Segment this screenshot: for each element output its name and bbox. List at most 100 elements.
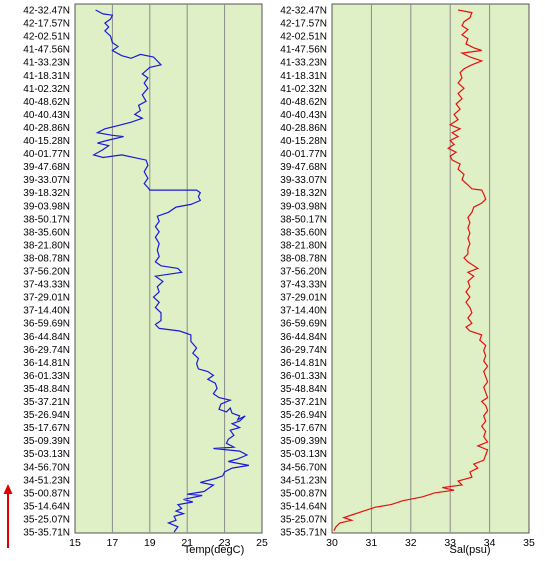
temperature-x-tick-label: 21	[181, 537, 193, 549]
temperature-y-tick-label: 35-48.84N	[23, 384, 70, 395]
temperature-y-tick-label: 41-33.23N	[23, 58, 70, 69]
temperature-y-tick-label: 37-56.20N	[23, 267, 70, 278]
temperature-y-tick-label: 39-18.32N	[23, 188, 70, 199]
salinity-y-tick-label: 38-35.60N	[280, 227, 327, 238]
salinity-y-tick-label: 34-51.23N	[280, 475, 327, 486]
temperature-y-tick-label: 36-44.84N	[23, 332, 70, 343]
salinity-x-tick-label: 33	[444, 537, 456, 549]
temperature-y-tick-label: 38-21.80N	[23, 240, 70, 251]
salinity-plot-area	[331, 3, 530, 534]
salinity-y-tick-label: 40-28.86N	[280, 123, 327, 134]
temperature-profile-panel: 42-32.47N 42-17.57N 42-02.51N 41-47.56N 41-3…	[23, 3, 268, 556]
salinity-y-tick-label: 35-48.84N	[280, 384, 327, 395]
temperature-y-tick-label: 36-01.33N	[23, 371, 70, 382]
temperature-x-tick-labels: 15 17 19 21 23 25	[69, 537, 268, 549]
temperature-y-tick-label: 39-47.68N	[23, 162, 70, 173]
salinity-y-tick-label: 41-18.31N	[280, 71, 327, 82]
salinity-series-line	[333, 9, 489, 531]
salinity-y-tick-label: 36-29.74N	[280, 345, 327, 356]
salinity-y-tick-label: 35-03.13N	[280, 449, 327, 460]
temperature-gridlines	[111, 4, 226, 533]
salinity-x-tick-label: 32	[405, 537, 417, 549]
temperature-y-tick-label: 35-17.67N	[23, 423, 70, 434]
salinity-y-tick-label: 35-25.07N	[280, 514, 327, 525]
temperature-y-tick-label: 40-40.43N	[23, 110, 70, 121]
temperature-y-tick-label: 38-08.78N	[23, 253, 70, 264]
temperature-y-tick-label: 37-43.33N	[23, 280, 70, 291]
salinity-y-tick-label: 35-14.64N	[280, 501, 327, 512]
salinity-y-tick-label: 40-40.43N	[280, 110, 327, 121]
temperature-y-tick-label: 39-33.07N	[23, 175, 70, 186]
temperature-y-tick-label: 34-56.70N	[23, 462, 70, 473]
temperature-y-tick-label: 37-14.40N	[23, 306, 70, 317]
temperature-series-line	[92, 9, 250, 533]
salinity-x-tick-label: 31	[366, 537, 378, 549]
salinity-y-tick-labels: 42-32.47N 42-17.57N 42-02.51N 41-47.56N 41-3…	[280, 6, 327, 539]
salinity-y-tick-label: 35-17.67N	[280, 423, 327, 434]
salinity-y-tick-label: 36-59.69N	[280, 319, 327, 330]
salinity-y-tick-label: 41-02.32N	[280, 84, 327, 95]
temperature-y-tick-label: 35-14.64N	[23, 501, 70, 512]
temperature-y-tick-label: 35-00.87N	[23, 488, 70, 499]
salinity-y-tick-label: 37-43.33N	[280, 280, 327, 291]
salinity-y-tick-label: 39-18.32N	[280, 188, 327, 199]
temperature-y-tick-label: 37-29.01N	[23, 293, 70, 304]
temperature-y-tick-label: 35-35.71N	[23, 528, 70, 539]
salinity-x-axis-label: Sal(psu)	[450, 544, 491, 556]
temperature-y-tick-label: 40-15.28N	[23, 136, 70, 147]
salinity-y-tick-label: 40-48.62N	[280, 97, 327, 108]
temperature-y-tick-label: 34-51.23N	[23, 475, 70, 486]
temperature-y-tick-label: 40-28.86N	[23, 123, 70, 134]
temperature-x-tick-label: 15	[69, 537, 81, 549]
temperature-y-tick-label: 42-17.57N	[23, 19, 70, 30]
temperature-y-tick-label: 36-59.69N	[23, 319, 70, 330]
salinity-y-tick-label: 35-37.21N	[280, 397, 327, 408]
salinity-y-tick-label: 36-01.33N	[280, 371, 327, 382]
temperature-y-tick-label: 41-18.31N	[23, 71, 70, 82]
salinity-y-tick-label: 41-47.56N	[280, 45, 327, 56]
salinity-y-tick-label: 42-32.47N	[280, 6, 327, 17]
salinity-y-tick-label: 37-29.01N	[280, 293, 327, 304]
temperature-y-tick-label: 42-32.47N	[23, 6, 70, 17]
salinity-y-tick-label: 38-50.17N	[280, 214, 327, 225]
temperature-y-tick-label: 35-09.39N	[23, 436, 70, 447]
salinity-y-tick-label: 38-21.80N	[280, 240, 327, 251]
salinity-y-tick-label: 39-47.68N	[280, 162, 327, 173]
salinity-y-tick-label: 34-56.70N	[280, 462, 327, 473]
salinity-profile-panel: 42-32.47N 42-17.57N 42-02.51N 41-47.56N 41-3…	[280, 3, 535, 556]
temperature-y-tick-label: 35-03.13N	[23, 449, 70, 460]
temperature-y-tick-labels: 42-32.47N 42-17.57N 42-02.51N 41-47.56N 41-3…	[23, 6, 70, 539]
salinity-y-tick-label: 40-01.77N	[280, 149, 327, 160]
temperature-y-tick-label: 36-29.74N	[23, 345, 70, 356]
salinity-y-tick-label: 36-44.84N	[280, 332, 327, 343]
temperature-x-tick-label: 17	[107, 537, 119, 549]
temperature-y-tick-label: 35-25.07N	[23, 514, 70, 525]
temperature-x-tick-label: 25	[256, 537, 268, 549]
salinity-gridlines	[370, 4, 491, 533]
salinity-y-tick-label: 36-14.81N	[280, 358, 327, 369]
salinity-y-tick-label: 42-02.51N	[280, 32, 327, 43]
salinity-x-tick-label: 30	[326, 537, 338, 549]
salinity-y-tick-label: 39-33.07N	[280, 175, 327, 186]
temperature-x-tick-label: 19	[144, 537, 156, 549]
temperature-y-tick-label: 42-02.51N	[23, 32, 70, 43]
temperature-y-tick-label: 40-01.77N	[23, 149, 70, 160]
salinity-y-tick-label: 37-14.40N	[280, 306, 327, 317]
salinity-y-tick-label: 35-00.87N	[280, 488, 327, 499]
direction-arrow-icon	[3, 484, 13, 548]
temperature-y-tick-label: 35-37.21N	[23, 397, 70, 408]
temperature-y-tick-label: 40-48.62N	[23, 97, 70, 108]
salinity-y-tick-label: 38-08.78N	[280, 253, 327, 264]
temperature-x-tick-label: 23	[219, 537, 231, 549]
temperature-y-tick-label: 38-50.17N	[23, 214, 70, 225]
temperature-y-tick-label: 35-26.94N	[23, 410, 70, 421]
temperature-y-tick-label: 38-35.60N	[23, 227, 70, 238]
temperature-y-tick-label: 41-02.32N	[23, 84, 70, 95]
salinity-y-tick-label: 39-03.98N	[280, 201, 327, 212]
salinity-y-tick-label: 35-26.94N	[280, 410, 327, 421]
salinity-y-tick-label: 37-56.20N	[280, 267, 327, 278]
salinity-x-tick-label: 34	[484, 537, 496, 549]
temperature-y-tick-label: 36-14.81N	[23, 358, 70, 369]
temperature-y-tick-label: 39-03.98N	[23, 201, 70, 212]
